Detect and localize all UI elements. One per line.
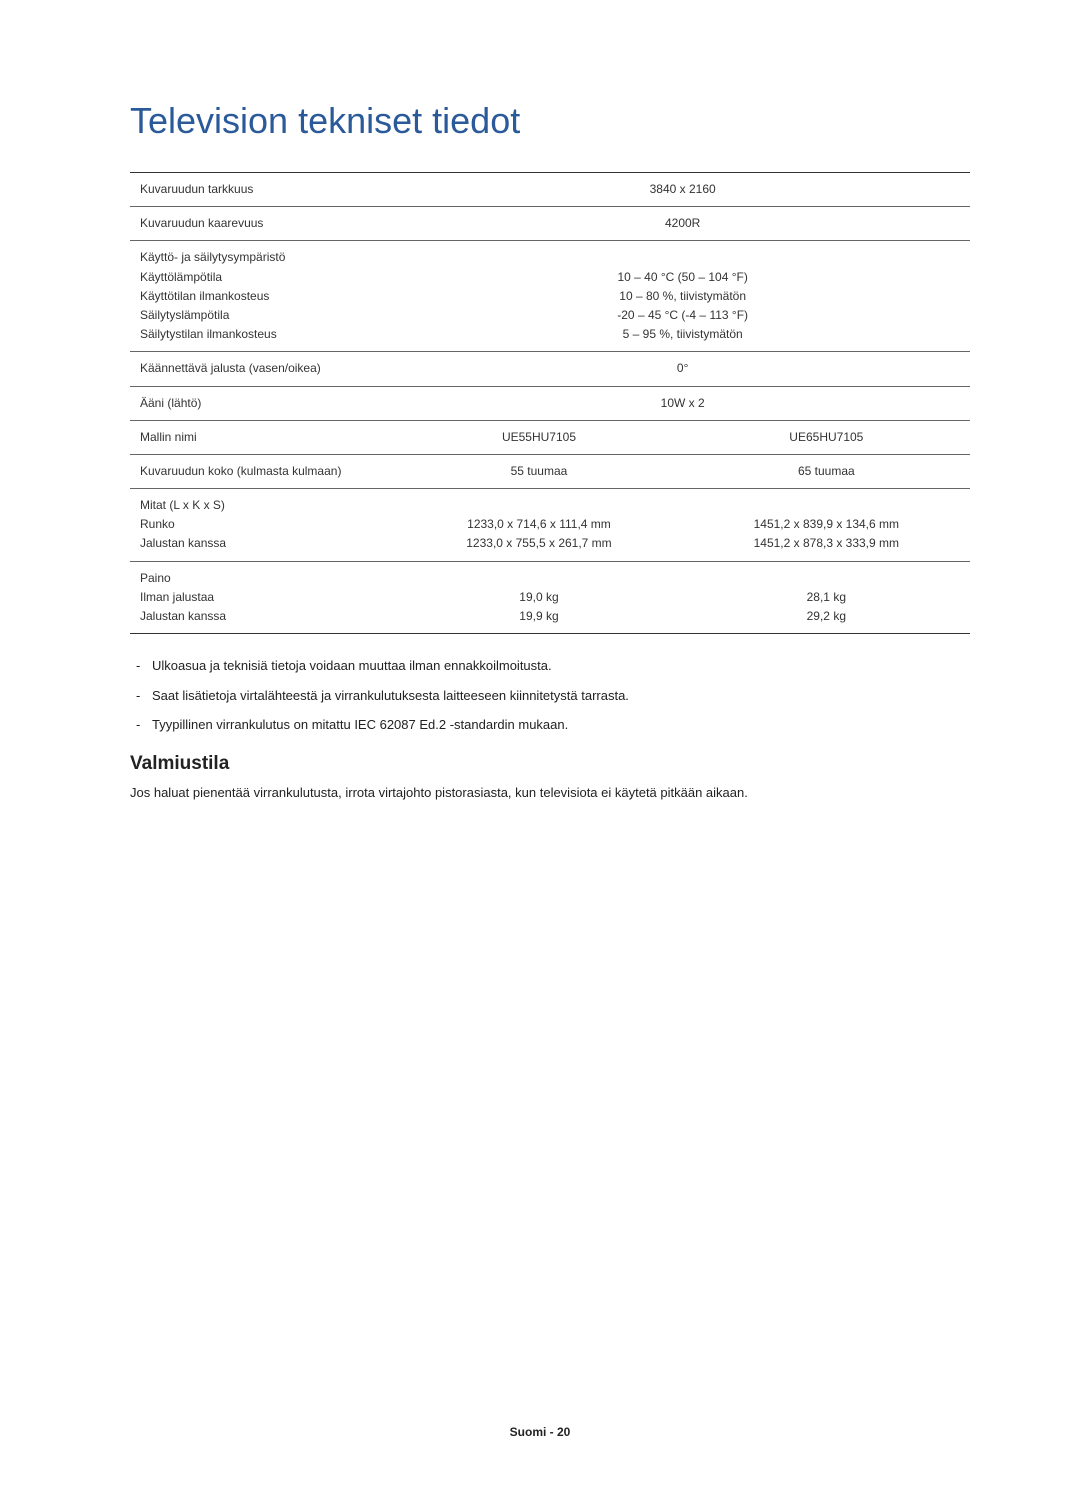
page-footer: Suomi - 20 (0, 1425, 1080, 1439)
spec-label: Ääni (lähtö) (130, 386, 395, 420)
table-row: Kuvaruudun koko (kulmasta kulmaan) 55 tu… (130, 454, 970, 488)
spec-label: Paino Ilman jalustaa Jalustan kanssa (130, 561, 395, 634)
page-title: Television tekniset tiedot (130, 100, 970, 142)
spec-label: Kuvaruudun tarkkuus (130, 173, 395, 207)
table-row: Kuvaruudun kaarevuus 4200R (130, 207, 970, 241)
spec-value-right: 28,1 kg 29,2 kg (683, 561, 970, 634)
spec-value: 3840 x 2160 (395, 173, 970, 207)
spec-value-left: UE55HU7105 (395, 420, 682, 454)
spec-value-left: 1233,0 x 714,6 x 111,4 mm 1233,0 x 755,5… (395, 489, 682, 562)
spec-label: Mitat (L x K x S) Runko Jalustan kanssa (130, 489, 395, 562)
notes-list: Ulkoasua ja teknisiä tietoja voidaan muu… (130, 656, 970, 735)
note-item: Tyypillinen virrankulutus on mitattu IEC… (130, 715, 970, 735)
spec-value-right: 1451,2 x 839,9 x 134,6 mm 1451,2 x 878,3… (683, 489, 970, 562)
spec-label: Käyttö- ja säilytysympäristö Käyttölämpö… (130, 241, 395, 352)
table-row: Mallin nimi UE55HU7105 UE65HU7105 (130, 420, 970, 454)
spec-value-right: UE65HU7105 (683, 420, 970, 454)
note-item: Saat lisätietoja virtalähteestä ja virra… (130, 686, 970, 706)
specs-table: Kuvaruudun tarkkuus 3840 x 2160 Kuvaruud… (130, 172, 970, 634)
note-item: Ulkoasua ja teknisiä tietoja voidaan muu… (130, 656, 970, 676)
spec-value-right: 65 tuumaa (683, 454, 970, 488)
table-row: Käännettävä jalusta (vasen/oikea) 0° (130, 352, 970, 386)
spec-value: 4200R (395, 207, 970, 241)
spec-label: Käännettävä jalusta (vasen/oikea) (130, 352, 395, 386)
spec-value: 10 – 40 °C (50 – 104 °F) 10 – 80 %, tiiv… (395, 241, 970, 352)
table-row: Mitat (L x K x S) Runko Jalustan kanssa … (130, 489, 970, 562)
standby-heading: Valmiustila (130, 753, 970, 775)
spec-value-left: 55 tuumaa (395, 454, 682, 488)
spec-value: 10W x 2 (395, 386, 970, 420)
table-row: Ääni (lähtö) 10W x 2 (130, 386, 970, 420)
standby-text: Jos haluat pienentää virrankulutusta, ir… (130, 783, 970, 803)
table-row: Käyttö- ja säilytysympäristö Käyttölämpö… (130, 241, 970, 352)
spec-value-left: 19,0 kg 19,9 kg (395, 561, 682, 634)
table-row: Paino Ilman jalustaa Jalustan kanssa 19,… (130, 561, 970, 634)
table-row: Kuvaruudun tarkkuus 3840 x 2160 (130, 173, 970, 207)
spec-value: 0° (395, 352, 970, 386)
spec-label: Mallin nimi (130, 420, 395, 454)
spec-label: Kuvaruudun kaarevuus (130, 207, 395, 241)
spec-label: Kuvaruudun koko (kulmasta kulmaan) (130, 454, 395, 488)
